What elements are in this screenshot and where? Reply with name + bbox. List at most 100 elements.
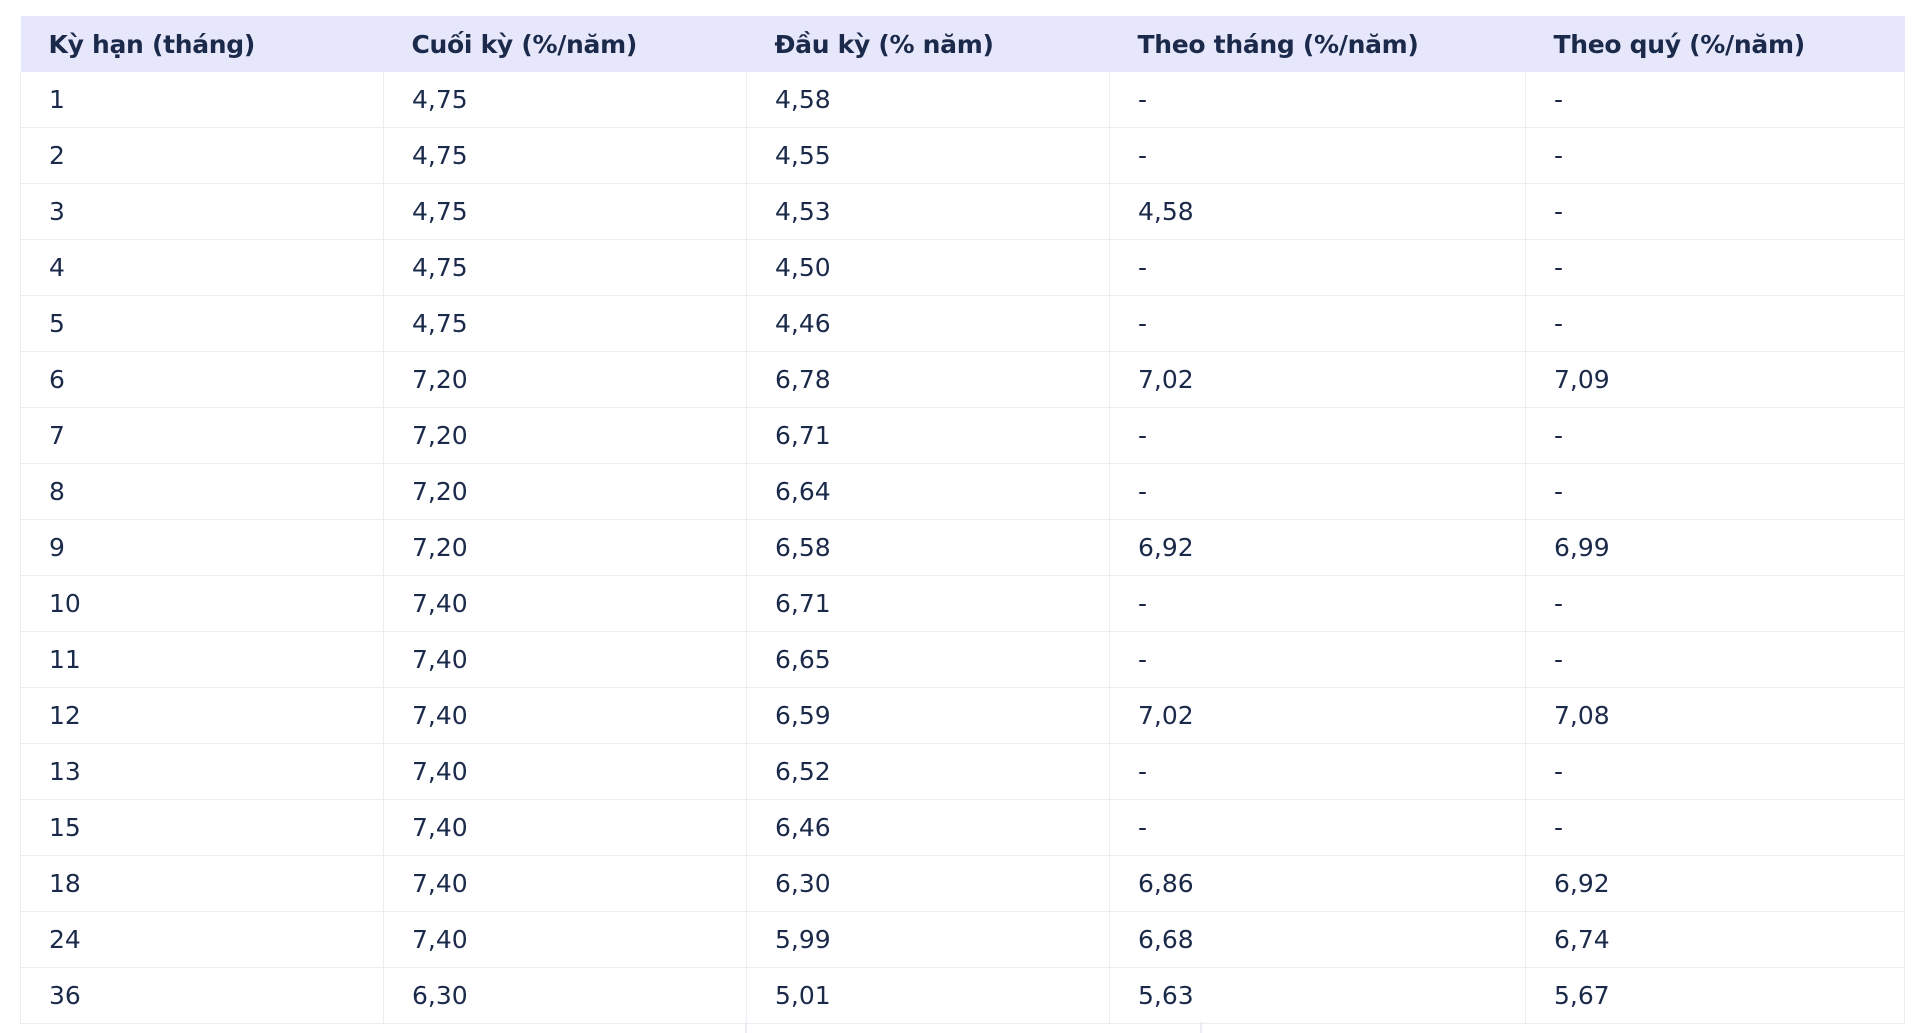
divider [745, 1022, 747, 1033]
header-end-of-term: Cuối kỳ (%/năm) [383, 16, 747, 72]
header-start-of-term: Đầu kỳ (% năm) [746, 16, 1110, 72]
table-row: 11 7,40 6,65- - [20, 631, 1905, 688]
cell-end-of-term: 4,75 [383, 295, 747, 352]
cell-start-of-term: 6,64 [746, 463, 1110, 520]
cell-term: 7 [20, 407, 384, 464]
interest-rate-table-container: Kỳ hạn (tháng) Cuối kỳ (%/năm) Đầu kỳ (%… [20, 16, 1905, 1024]
cell-term: 1 [20, 72, 384, 128]
table-body: 1 4,75 4,58- -2 4,75 4,55- -3 4,75 4,53 4,58-4 4,7… [20, 72, 1905, 1024]
cell-end-of-term: 7,20 [383, 351, 747, 408]
cell-monthly: - [1109, 407, 1526, 464]
cell-quarterly: - [1525, 463, 1905, 520]
table-row: 13 7,40 6,52- - [20, 743, 1905, 800]
cell-end-of-term: 4,75 [383, 72, 747, 128]
cell-end-of-term: 4,75 [383, 183, 747, 240]
cell-term: 11 [20, 631, 384, 688]
cell-monthly: - [1109, 239, 1526, 296]
cell-start-of-term: 4,58 [746, 72, 1110, 128]
table-header: Kỳ hạn (tháng) Cuối kỳ (%/năm) Đầu kỳ (%… [20, 16, 1905, 72]
divider [1200, 1022, 1202, 1033]
cell-term: 36 [20, 967, 384, 1024]
cell-quarterly: - [1525, 295, 1905, 352]
cell-term: 3 [20, 183, 384, 240]
table-row: 3 4,75 4,53 4,58- [20, 183, 1905, 240]
cell-monthly: - [1109, 743, 1526, 800]
cell-term: 8 [20, 463, 384, 520]
cell-quarterly: 7,08 [1525, 687, 1905, 744]
cell-term: 4 [20, 239, 384, 296]
cell-end-of-term: 7,40 [383, 631, 747, 688]
cell-monthly: 7,02 [1109, 351, 1526, 408]
cell-quarterly: - [1525, 575, 1905, 632]
cell-start-of-term: 4,46 [746, 295, 1110, 352]
cell-monthly: - [1109, 631, 1526, 688]
cell-start-of-term: 5,99 [746, 911, 1110, 968]
cell-quarterly: - [1525, 127, 1905, 184]
cell-quarterly: 6,92 [1525, 855, 1905, 912]
table-row: 5 4,75 4,46- - [20, 295, 1905, 352]
header-monthly: Theo tháng (%/năm) [1109, 16, 1526, 72]
cell-end-of-term: 4,75 [383, 127, 747, 184]
cell-term: 10 [20, 575, 384, 632]
cell-quarterly: 5,67 [1525, 967, 1905, 1024]
cell-start-of-term: 6,59 [746, 687, 1110, 744]
cell-start-of-term: 6,71 [746, 407, 1110, 464]
cell-quarterly: - [1525, 72, 1905, 128]
cell-start-of-term: 5,01 [746, 967, 1110, 1024]
cell-monthly: - [1109, 127, 1526, 184]
cell-term: 18 [20, 855, 384, 912]
table-row: 36 6,30 5,01 5,63 5,67 [20, 967, 1905, 1024]
cell-quarterly: - [1525, 631, 1905, 688]
table-row: 8 7,20 6,64- - [20, 463, 1905, 520]
cell-end-of-term: 4,75 [383, 239, 747, 296]
cell-monthly: - [1109, 463, 1526, 520]
cell-start-of-term: 4,50 [746, 239, 1110, 296]
cell-end-of-term: 7,40 [383, 911, 747, 968]
header-row: Kỳ hạn (tháng) Cuối kỳ (%/năm) Đầu kỳ (%… [20, 16, 1905, 72]
cell-monthly: - [1109, 799, 1526, 856]
cell-quarterly: - [1525, 743, 1905, 800]
cell-quarterly: - [1525, 239, 1905, 296]
table-row: 1 4,75 4,58- - [20, 72, 1905, 128]
cell-start-of-term: 4,53 [746, 183, 1110, 240]
cell-end-of-term: 7,40 [383, 575, 747, 632]
cell-start-of-term: 6,52 [746, 743, 1110, 800]
header-term: Kỳ hạn (tháng) [20, 16, 384, 72]
table-row: 4 4,75 4,50- - [20, 239, 1905, 296]
cell-monthly: - [1109, 72, 1526, 128]
cell-monthly: 5,63 [1109, 967, 1526, 1024]
cell-term: 13 [20, 743, 384, 800]
cell-start-of-term: 6,65 [746, 631, 1110, 688]
cell-end-of-term: 7,20 [383, 463, 747, 520]
cell-monthly: 6,92 [1109, 519, 1526, 576]
cell-start-of-term: 6,58 [746, 519, 1110, 576]
cell-term: 9 [20, 519, 384, 576]
table-row: 7 7,20 6,71- - [20, 407, 1905, 464]
cell-start-of-term: 6,71 [746, 575, 1110, 632]
cell-start-of-term: 6,46 [746, 799, 1110, 856]
cell-term: 2 [20, 127, 384, 184]
cell-monthly: 6,86 [1109, 855, 1526, 912]
table-row: 2 4,75 4,55- - [20, 127, 1905, 184]
cell-monthly: 7,02 [1109, 687, 1526, 744]
cell-end-of-term: 7,40 [383, 743, 747, 800]
cell-quarterly: 7,09 [1525, 351, 1905, 408]
cell-start-of-term: 6,78 [746, 351, 1110, 408]
cell-monthly: 6,68 [1109, 911, 1526, 968]
cell-end-of-term: 7,40 [383, 799, 747, 856]
table-row: 10 7,40 6,71- - [20, 575, 1905, 632]
table-row: 18 7,40 6,30 6,86 6,92 [20, 855, 1905, 912]
interest-rate-table: Kỳ hạn (tháng) Cuối kỳ (%/năm) Đầu kỳ (%… [20, 16, 1905, 1024]
cell-end-of-term: 7,40 [383, 855, 747, 912]
cell-end-of-term: 7,20 [383, 407, 747, 464]
cell-quarterly: 6,99 [1525, 519, 1905, 576]
cell-quarterly: - [1525, 799, 1905, 856]
table-row: 6 7,20 6,78 7,02 7,09 [20, 351, 1905, 408]
cell-term: 12 [20, 687, 384, 744]
cell-term: 5 [20, 295, 384, 352]
cell-term: 6 [20, 351, 384, 408]
cell-end-of-term: 7,40 [383, 687, 747, 744]
cell-end-of-term: 6,30 [383, 967, 747, 1024]
cell-start-of-term: 4,55 [746, 127, 1110, 184]
cell-start-of-term: 6,30 [746, 855, 1110, 912]
